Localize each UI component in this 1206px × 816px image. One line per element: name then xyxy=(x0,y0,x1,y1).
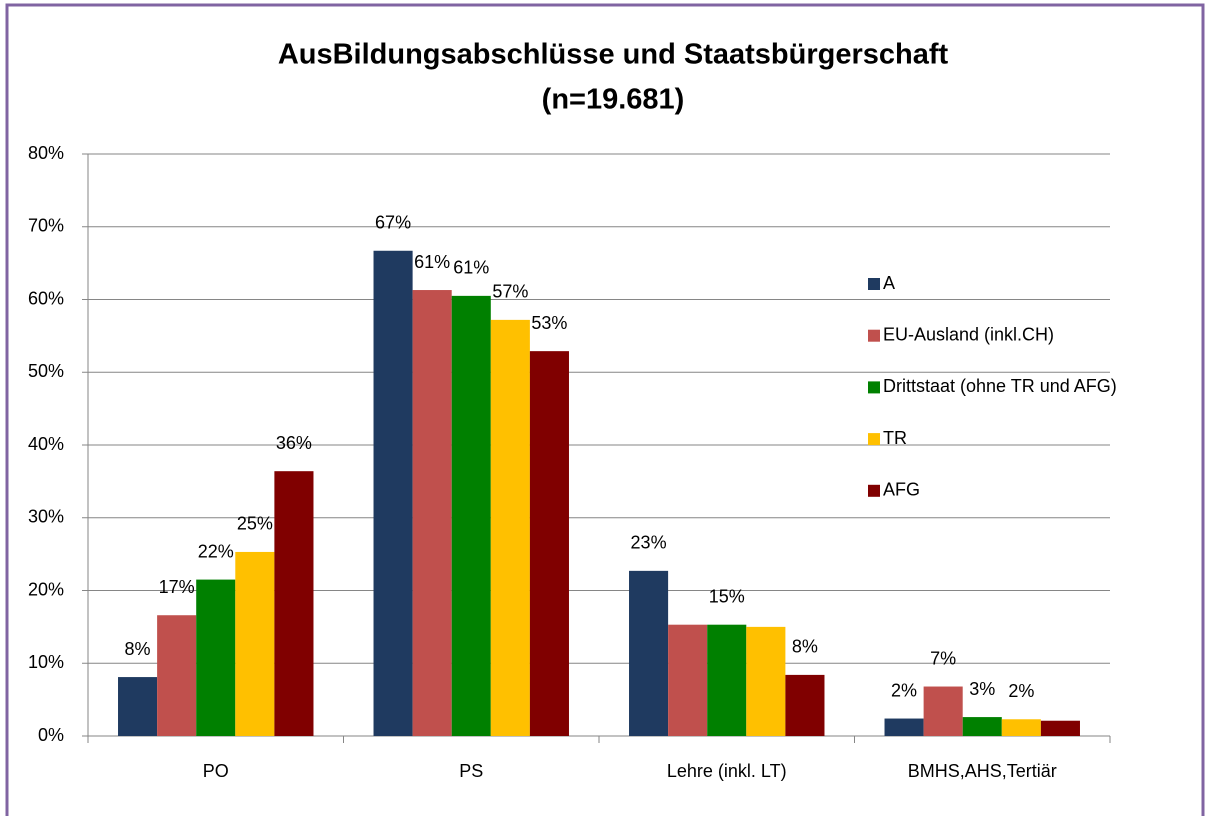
y-tick-label: 70% xyxy=(28,216,64,236)
data-label: 36% xyxy=(276,433,312,453)
y-tick-label: 0% xyxy=(38,725,64,745)
bar xyxy=(884,718,924,736)
chart-title: (n=19.681) xyxy=(542,84,685,116)
bar xyxy=(196,579,236,736)
legend-label: Drittstaat (ohne TR und AFG) xyxy=(883,376,1117,396)
bar xyxy=(373,250,413,736)
bar xyxy=(1040,720,1080,736)
bar xyxy=(412,290,452,736)
bar xyxy=(235,551,275,736)
y-tick-label: 40% xyxy=(28,434,64,454)
frame xyxy=(5,3,1205,816)
bar xyxy=(785,674,825,736)
bar xyxy=(451,295,491,736)
chart-title: AusBildungsabschlüsse und Staatsbürgersc… xyxy=(278,39,949,71)
legend-swatch xyxy=(868,433,880,446)
data-label: 3% xyxy=(969,679,995,699)
bar xyxy=(274,471,314,736)
y-tick-label: 50% xyxy=(28,361,64,381)
bar xyxy=(707,624,747,736)
x-tick-label: BMHS,AHS,Tertiär xyxy=(908,761,1057,781)
data-label: 53% xyxy=(531,313,567,333)
data-label: 7% xyxy=(930,648,956,668)
bar xyxy=(629,570,669,736)
x-tick-label: PO xyxy=(203,761,229,781)
x-tick-label: PS xyxy=(459,761,483,781)
y-tick-label: 30% xyxy=(28,507,64,527)
legend-swatch xyxy=(868,381,880,394)
data-label: 23% xyxy=(631,533,667,553)
legend-label: TR xyxy=(883,428,907,448)
data-label: 61% xyxy=(453,258,489,278)
data-label: 8% xyxy=(792,637,818,657)
legend-label: EU-Ausland (inkl.CH) xyxy=(883,324,1054,344)
data-label: 2% xyxy=(1008,681,1034,701)
data-label: 8% xyxy=(125,639,151,659)
bar xyxy=(962,717,1002,736)
y-tick-label: 10% xyxy=(28,652,64,672)
data-label: 2% xyxy=(891,680,917,700)
legend-swatch xyxy=(868,329,880,342)
y-tick-label: 80% xyxy=(28,143,64,163)
data-label: 15% xyxy=(709,586,745,606)
bar xyxy=(157,615,197,736)
bar xyxy=(490,319,530,736)
data-label: 25% xyxy=(237,514,273,534)
bar xyxy=(1001,719,1041,736)
y-tick-label: 20% xyxy=(28,579,64,599)
y-tick-label: 60% xyxy=(28,288,64,308)
bar xyxy=(923,686,963,736)
data-label: 61% xyxy=(414,252,450,272)
legend-swatch xyxy=(868,278,880,290)
x-tick-label: Lehre (inkl. LT) xyxy=(667,761,787,781)
data-label: 57% xyxy=(492,282,528,302)
legend-swatch xyxy=(868,484,880,497)
bar xyxy=(118,677,158,736)
bar xyxy=(529,351,569,736)
bar xyxy=(746,626,786,736)
legend-label: AFG xyxy=(883,480,920,500)
data-label: 67% xyxy=(375,213,411,233)
legend-label: A xyxy=(883,273,895,293)
data-label: 17% xyxy=(159,577,195,597)
data-label: 22% xyxy=(198,541,234,561)
bar xyxy=(668,624,708,736)
